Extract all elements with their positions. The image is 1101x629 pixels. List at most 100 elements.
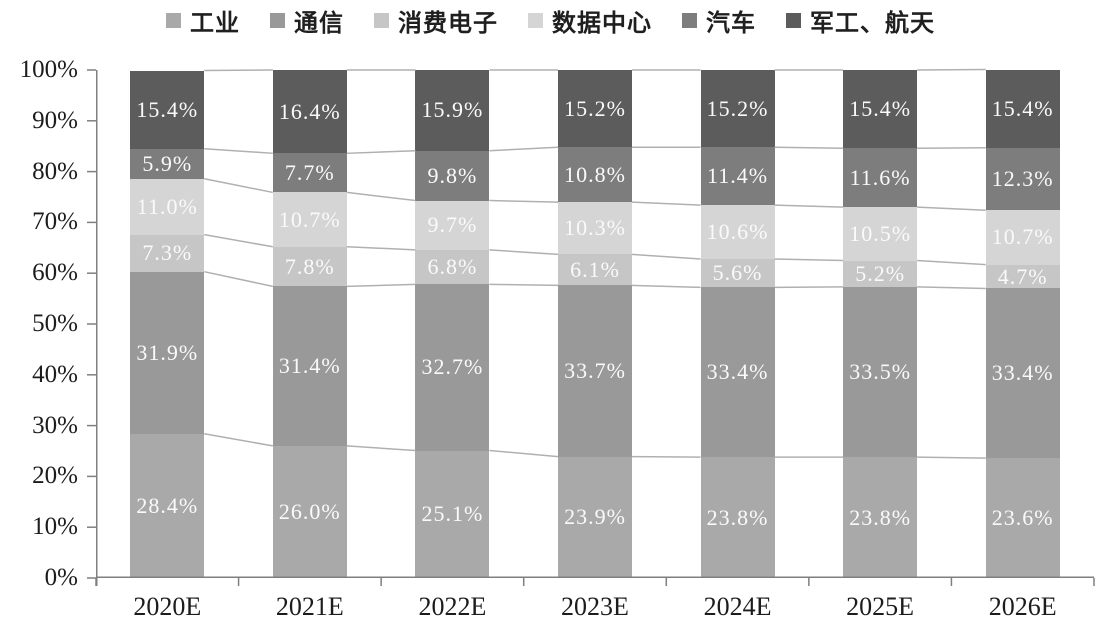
data-label: 11.6% — [849, 164, 911, 190]
data-label: 33.5% — [849, 359, 912, 385]
bar-segment: 32.7% — [415, 284, 490, 451]
data-label: 23.8% — [849, 504, 912, 530]
bar-segment: 15.9% — [415, 70, 490, 151]
bar-2022E: 25.1% 32.7% 6.8% 9.7% 9.8% 15.9% — [415, 70, 490, 578]
y-tick-label: 0% — [44, 564, 78, 591]
bar-segment: 10.6% — [700, 205, 775, 259]
data-label: 16.4% — [278, 98, 341, 124]
legend-item-military-aerospace: 军工、航天 — [786, 3, 935, 38]
bar-segment: 5.2% — [843, 260, 918, 287]
x-tick-label: 2021E — [275, 592, 344, 621]
bar-segment: 23.8% — [700, 457, 775, 578]
y-tick-label: 60% — [32, 259, 78, 287]
x-tick-label: 2024E — [703, 592, 772, 621]
x-axis: 2020E 2021E 2022E 2023E 2024E 2025E 2026E — [96, 592, 1094, 626]
bar-segment: 23.9% — [558, 456, 632, 578]
data-label: 25.1% — [421, 501, 484, 527]
x-tick-label: 2020E — [133, 592, 202, 621]
bar-segment: 15.4% — [985, 69, 1060, 148]
bar-segment: 5.9% — [130, 148, 205, 179]
data-label: 11.0% — [136, 193, 198, 219]
data-label: 5.2% — [855, 260, 906, 286]
y-tick-label: 70% — [32, 208, 78, 236]
y-tick-label: 100% — [19, 56, 78, 83]
legend-label: 汽车 — [706, 10, 756, 37]
data-label: 10.3% — [564, 215, 626, 241]
data-label: 6.8% — [427, 254, 478, 280]
x-tick-label: 2025E — [846, 592, 915, 621]
y-tick-label: 90% — [32, 106, 78, 134]
y-tick-label: 30% — [32, 411, 78, 439]
data-label: 10.7% — [278, 206, 341, 232]
data-label: 15.4% — [991, 95, 1054, 121]
data-label: 31.9% — [136, 339, 199, 365]
legend-swatch-data-center-icon — [528, 12, 543, 28]
legend-swatch-military-aerospace-icon — [786, 12, 801, 28]
bar-segment: 11.4% — [700, 147, 775, 206]
chart-legend: 工业 通信 消费电子 数据中心 汽车 军工、航天 — [0, 3, 1101, 38]
bar-segment: 31.9% — [130, 271, 205, 434]
legend-swatch-industrial-icon — [166, 12, 181, 28]
bar-2026E: 23.6% 33.4% 4.7% 10.7% 12.3% 15.4% — [985, 69, 1060, 578]
bar-2020E: 28.4% 31.9% 7.3% 11.0% 5.9% 15.4% — [130, 70, 205, 578]
data-label: 15.4% — [849, 96, 912, 122]
bar-segment: 31.4% — [272, 286, 347, 446]
data-label: 33.7% — [564, 358, 626, 383]
data-label: 7.3% — [142, 240, 193, 266]
legend-item-data-center: 数据中心 — [528, 3, 652, 38]
bar-segment: 7.7% — [272, 153, 347, 193]
bar-segment: 11.0% — [130, 178, 205, 235]
data-label: 11.4% — [707, 163, 769, 189]
data-label: 23.8% — [706, 504, 769, 530]
bar-segment: 10.3% — [558, 202, 632, 255]
bar-segment: 12.3% — [985, 147, 1060, 211]
data-label: 5.9% — [142, 150, 193, 176]
legend-item-consumer-electronics: 消费电子 — [374, 3, 498, 38]
legend-swatch-consumer-electronics-icon — [374, 12, 389, 28]
legend-label: 工业 — [190, 10, 240, 37]
data-label: 23.6% — [991, 505, 1054, 531]
bar-segment: 15.2% — [558, 70, 632, 148]
data-label: 6.1% — [570, 256, 620, 282]
bar-2024E: 23.8% 33.4% 5.6% 10.6% 11.4% 15.2% — [700, 70, 775, 578]
data-label: 15.2% — [564, 95, 626, 121]
bar-segment: 7.3% — [130, 234, 205, 272]
bar-2023E: 23.9% 33.7% 6.1% 10.3% 10.8% 15.2% — [558, 70, 632, 578]
bar-segment: 23.8% — [843, 457, 918, 578]
data-label: 23.9% — [564, 504, 626, 530]
legend-swatch-communication-icon — [270, 12, 285, 28]
y-tick-label: 50% — [32, 310, 78, 337]
bar-segment: 11.6% — [843, 148, 918, 208]
bar-segment: 15.2% — [700, 70, 775, 148]
data-label: 26.0% — [278, 498, 341, 524]
bar-segment: 33.4% — [700, 287, 775, 458]
data-label: 15.9% — [421, 97, 484, 123]
y-tick-label: 40% — [32, 360, 78, 388]
bar-segment: 10.7% — [985, 210, 1060, 265]
bar-segment: 4.7% — [985, 263, 1060, 289]
bar-segment: 6.8% — [415, 249, 490, 285]
data-label: 9.8% — [427, 162, 478, 188]
bar-segment: 33.5% — [843, 286, 918, 458]
data-label: 10.5% — [849, 220, 912, 246]
bar-segment: 9.8% — [415, 150, 490, 201]
legend-item-industrial: 工业 — [166, 3, 240, 38]
data-label: 5.6% — [712, 260, 763, 286]
legend-label: 通信 — [294, 10, 344, 37]
data-label: 10.6% — [706, 219, 769, 245]
legend-label: 数据中心 — [552, 10, 652, 37]
y-tick-label: 20% — [32, 462, 78, 490]
bar-segment: 7.8% — [272, 246, 347, 287]
data-label: 12.3% — [991, 165, 1054, 191]
bar-segment: 10.8% — [558, 147, 632, 203]
bar-segment: 5.6% — [700, 259, 775, 288]
data-label: 7.8% — [284, 253, 335, 279]
legend-swatch-automotive-icon — [682, 12, 697, 28]
data-label: 10.8% — [564, 161, 626, 187]
y-tick-label: 10% — [32, 513, 78, 541]
data-label: 4.7% — [997, 263, 1048, 289]
bar-segment: 16.4% — [272, 70, 347, 154]
legend-label: 军工、航天 — [810, 10, 935, 37]
data-label: 32.7% — [421, 354, 484, 380]
